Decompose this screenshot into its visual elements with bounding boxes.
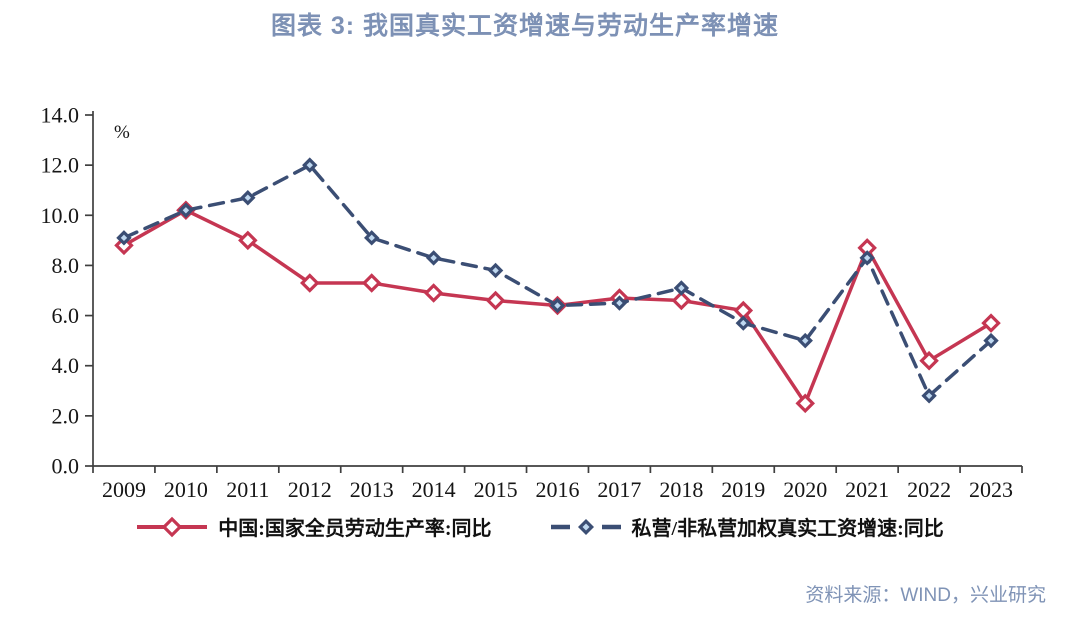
svg-text:2021: 2021 [845, 477, 889, 502]
svg-text:6.0: 6.0 [52, 303, 80, 328]
svg-text:4.0: 4.0 [52, 353, 80, 378]
svg-text:2020: 2020 [783, 477, 827, 502]
dashed-line-diamond-icon [550, 518, 621, 535]
svg-text:2017: 2017 [597, 477, 641, 502]
svg-text:2015: 2015 [474, 477, 518, 502]
legend-label-wage: 私营/非私营加权真实工资增速:同比 [631, 518, 944, 540]
legend-item-productivity: 中国:国家全员劳动生产率:同比 [136, 512, 492, 541]
svg-text:%: % [114, 122, 130, 143]
legend-label-productivity: 中国:国家全员劳动生产率:同比 [218, 518, 492, 540]
svg-text:2018: 2018 [659, 477, 703, 502]
svg-text:0.0: 0.0 [52, 454, 80, 479]
chart-canvas: 0.0 2.0 4.0 6.0 8.0 10.0 12.0 14.0% 2009 2010 2011… [41, 103, 1023, 502]
source-note: 资料来源：WIND，兴业研究 [805, 585, 1046, 606]
svg-text:14.0: 14.0 [41, 103, 80, 128]
svg-text:2014: 2014 [412, 477, 456, 502]
svg-text:12.0: 12.0 [41, 153, 80, 178]
svg-text:2012: 2012 [288, 477, 332, 502]
svg-text:2019: 2019 [721, 477, 765, 502]
svg-text:2013: 2013 [350, 477, 394, 502]
svg-text:2009: 2009 [102, 477, 146, 502]
svg-text:2023: 2023 [969, 477, 1013, 502]
chart-legend: 中国:国家全员劳动生产率:同比 私营/非私营加权真实工资增速:同比 [0, 512, 1080, 541]
svg-text:10.0: 10.0 [41, 203, 80, 228]
svg-text:2.0: 2.0 [52, 403, 80, 428]
svg-text:2016: 2016 [536, 477, 580, 502]
svg-text:8.0: 8.0 [52, 253, 80, 278]
svg-text:2010: 2010 [164, 477, 208, 502]
svg-text:2022: 2022 [907, 477, 951, 502]
svg-text:2011: 2011 [226, 477, 269, 502]
legend-item-wage: 私营/非私营加权真实工资增速:同比 [550, 512, 944, 541]
solid-line-diamond-icon [137, 516, 208, 537]
chart-title: 图表 3: 我国真实工资增速与劳动生产率增速 [270, 12, 780, 40]
